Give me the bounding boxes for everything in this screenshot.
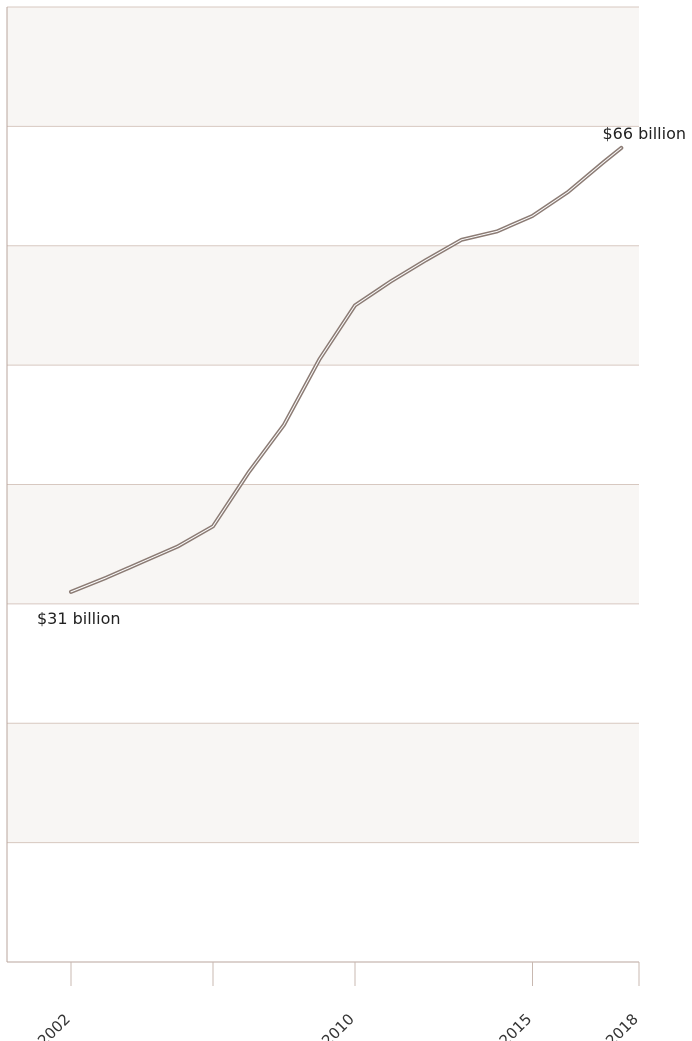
x-axis-tick-labels: 2002 2010 2015 2018 — [34, 1010, 642, 1041]
annotations: $31 billion $66 billion — [37, 124, 686, 628]
x-tick-label-2002: 2002 — [34, 1010, 74, 1041]
gridlines — [7, 6, 639, 844]
background-band — [7, 723, 639, 843]
x-tick-label-2010: 2010 — [318, 1010, 358, 1041]
background-band — [7, 7, 639, 127]
annotation-start-value: $31 billion — [37, 609, 121, 628]
background-band — [7, 245, 639, 366]
series-group — [69, 145, 624, 594]
annotation-end-value: $66 billion — [603, 124, 687, 143]
x-axis-ticks — [70, 962, 640, 986]
background-band — [7, 484, 639, 604]
series-line-highlight — [70, 147, 622, 593]
x-tick-label-2015: 2015 — [496, 1010, 536, 1041]
background-bands — [7, 7, 639, 843]
x-tick-label-2018: 2018 — [602, 1010, 642, 1041]
